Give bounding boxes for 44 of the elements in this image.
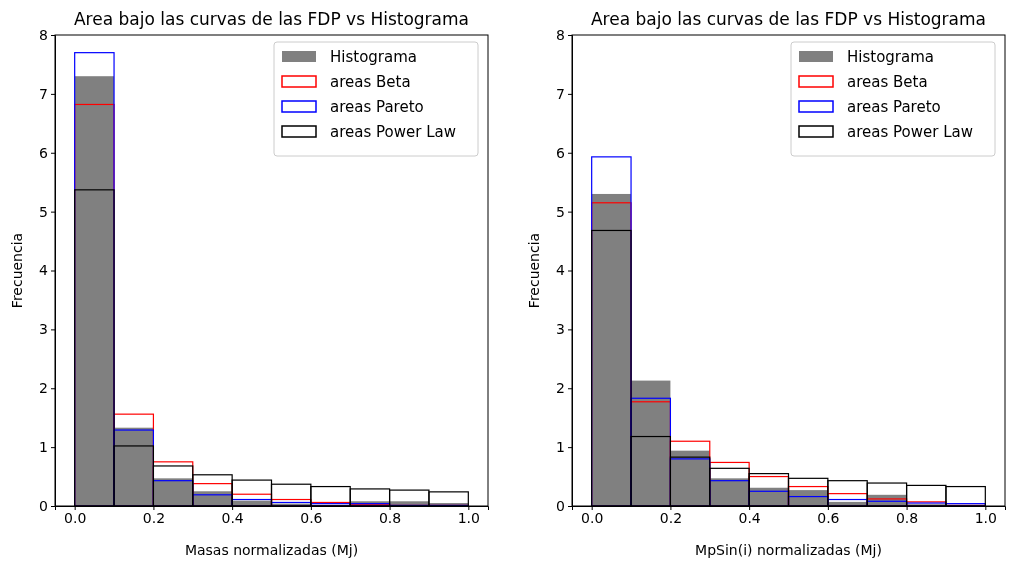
legend-label: Histograma bbox=[330, 48, 418, 66]
legend-label: Histograma bbox=[847, 48, 935, 66]
y-tick-label: 3 bbox=[39, 321, 48, 338]
x-tick-label: 0.0 bbox=[64, 509, 87, 526]
y-tick-label: 2 bbox=[556, 380, 565, 397]
y-tick-label: 0 bbox=[39, 497, 48, 514]
x-axis-title: Masas normalizadas (Mj) bbox=[184, 542, 359, 558]
legend-label: areas Power Law bbox=[330, 123, 456, 141]
y-axis-title: Frecuencia bbox=[526, 232, 542, 309]
x-tick-label: 0.4 bbox=[738, 509, 761, 526]
y-tick-label: 7 bbox=[556, 85, 565, 102]
x-tick-label: 0.2 bbox=[142, 509, 166, 526]
x-tick-label: 0.0 bbox=[581, 509, 604, 526]
x-tick-label: 1.0 bbox=[457, 509, 480, 526]
y-tick-label: 3 bbox=[556, 321, 565, 338]
x-tick-label: 0.6 bbox=[817, 509, 840, 526]
y-tick-label: 5 bbox=[556, 203, 565, 220]
y-tick-label: 1 bbox=[556, 439, 565, 456]
chart-title: Area bajo las curvas de las FDP vs Histograma bbox=[590, 9, 987, 29]
y-tick-label: 8 bbox=[39, 26, 48, 43]
y-tick-label: 5 bbox=[39, 203, 48, 220]
x-tick-label: 0.8 bbox=[895, 509, 919, 526]
x-tick-label: 0.2 bbox=[659, 509, 683, 526]
legend-label: areas Power Law bbox=[847, 123, 973, 141]
x-tick-label: 0.8 bbox=[378, 509, 402, 526]
legend-label: areas Pareto bbox=[847, 98, 941, 116]
y-axis-title: Frecuencia bbox=[9, 232, 25, 309]
legend-label: areas Beta bbox=[847, 73, 928, 91]
y-tick-label: 6 bbox=[39, 144, 49, 161]
y-tick-label: 4 bbox=[556, 262, 566, 279]
x-tick-label: 0.4 bbox=[221, 509, 244, 526]
y-tick-label: 0 bbox=[556, 497, 565, 514]
x-tick-label: 1.0 bbox=[974, 509, 997, 526]
y-tick-label: 7 bbox=[39, 85, 48, 102]
legend-label: areas Pareto bbox=[330, 98, 424, 116]
x-tick-label: 0.6 bbox=[300, 509, 323, 526]
y-tick-label: 2 bbox=[39, 380, 48, 397]
y-tick-label: 6 bbox=[556, 144, 566, 161]
y-tick-label: 1 bbox=[39, 439, 48, 456]
x-axis-title: MpSin(i) normalizadas (Mj) bbox=[695, 542, 882, 558]
legend-label: areas Beta bbox=[330, 73, 411, 91]
y-tick-label: 4 bbox=[39, 262, 49, 279]
y-tick-label: 8 bbox=[556, 26, 565, 43]
chart-title: Area bajo las curvas de las FDP vs Histograma bbox=[73, 9, 470, 29]
